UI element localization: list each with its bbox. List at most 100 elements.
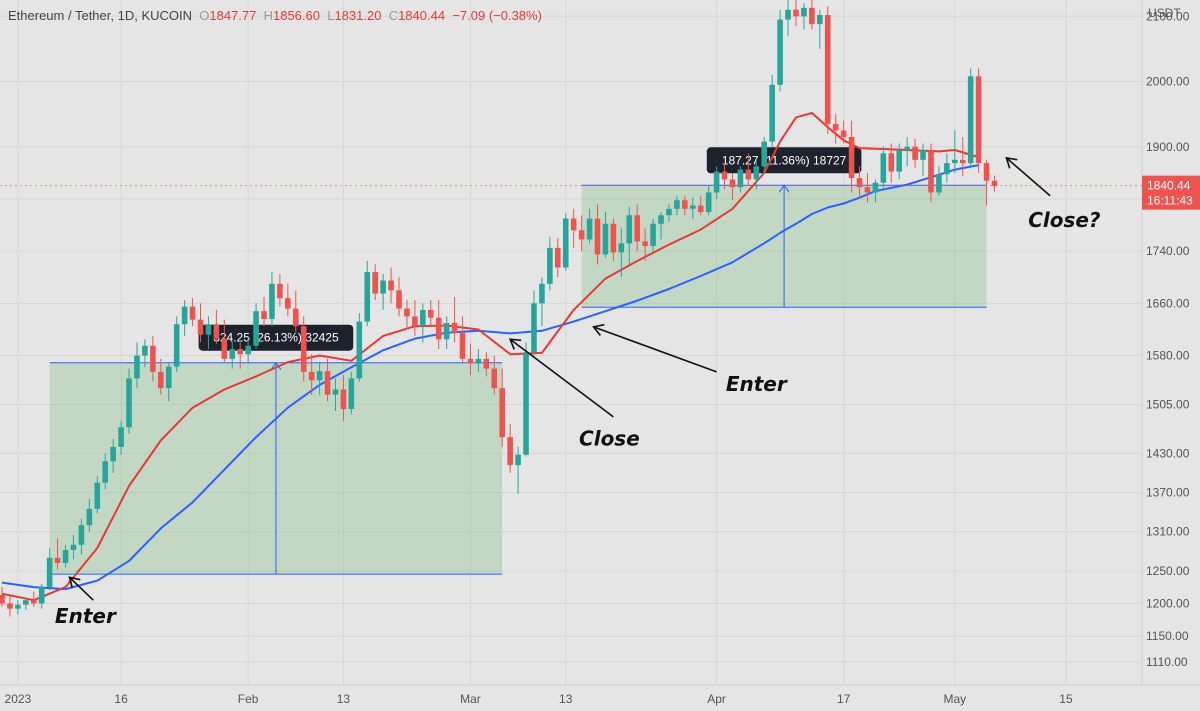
candle[interactable] <box>856 166 863 199</box>
candle[interactable] <box>539 277 545 327</box>
candle[interactable] <box>348 371 355 415</box>
candle[interactable] <box>824 6 831 134</box>
candle[interactable] <box>118 420 124 455</box>
price-range-box[interactable]: 187.27 (11.36%) 18727 <box>581 147 987 308</box>
candle[interactable] <box>134 342 140 389</box>
candle[interactable] <box>46 548 53 591</box>
candle[interactable] <box>952 130 958 173</box>
candle[interactable] <box>864 172 871 203</box>
candle[interactable] <box>269 272 275 327</box>
candle[interactable] <box>634 204 640 252</box>
candle[interactable] <box>404 300 410 330</box>
candle[interactable] <box>412 300 418 336</box>
candle[interactable] <box>165 362 172 402</box>
candle[interactable] <box>197 303 204 343</box>
candle[interactable] <box>142 339 148 368</box>
candle[interactable] <box>682 195 688 216</box>
candle[interactable] <box>54 538 61 570</box>
candle[interactable] <box>523 342 529 457</box>
candle[interactable] <box>459 316 466 363</box>
candle[interactable] <box>975 68 982 173</box>
candle[interactable] <box>475 349 482 372</box>
candle[interactable] <box>769 75 775 147</box>
candle[interactable] <box>801 3 807 30</box>
candle[interactable] <box>277 274 283 307</box>
candle[interactable] <box>832 114 839 144</box>
candle[interactable] <box>515 446 521 494</box>
candle[interactable] <box>848 120 855 193</box>
candle[interactable] <box>15 600 21 615</box>
candle[interactable] <box>324 358 331 402</box>
candle[interactable] <box>158 358 164 395</box>
candle[interactable] <box>221 319 228 363</box>
candle[interactable] <box>340 375 347 421</box>
candle[interactable] <box>213 309 220 344</box>
candle[interactable] <box>944 153 950 183</box>
candle[interactable] <box>173 316 180 372</box>
candle[interactable] <box>308 354 315 395</box>
candle[interactable] <box>443 316 450 350</box>
candle[interactable] <box>618 228 625 278</box>
candle[interactable] <box>809 0 815 30</box>
candles[interactable] <box>0 0 998 617</box>
candle[interactable] <box>777 9 783 92</box>
candle[interactable] <box>602 212 609 258</box>
candle[interactable] <box>729 172 736 201</box>
candle[interactable] <box>23 596 29 610</box>
candle[interactable] <box>920 143 926 177</box>
candle[interactable] <box>451 296 458 343</box>
candle[interactable] <box>483 352 490 377</box>
candle[interactable] <box>189 298 196 327</box>
candle[interactable] <box>110 439 116 473</box>
candle[interactable] <box>285 283 291 317</box>
time-axis[interactable]: 2023 16 Feb 13 Mar 13 Apr 17 May 15 <box>0 684 1200 711</box>
candle[interactable] <box>300 316 307 382</box>
candle[interactable] <box>689 197 696 219</box>
candle[interactable] <box>388 267 394 304</box>
candle[interactable] <box>880 146 887 190</box>
candle[interactable] <box>936 166 942 196</box>
candle[interactable] <box>785 0 791 36</box>
candle[interactable] <box>102 453 109 490</box>
candle[interactable] <box>420 303 426 343</box>
candle[interactable] <box>888 143 895 183</box>
symbol-title[interactable]: Ethereum / Tether, 1D, KUCOIN <box>8 8 192 23</box>
candle[interactable] <box>896 143 903 180</box>
candle[interactable] <box>356 313 363 382</box>
candle[interactable] <box>753 159 760 190</box>
candle[interactable] <box>78 518 85 555</box>
candle[interactable] <box>332 378 339 411</box>
candle[interactable] <box>928 143 934 203</box>
candle[interactable] <box>229 341 236 369</box>
candle[interactable] <box>658 212 664 240</box>
candle[interactable] <box>126 368 132 434</box>
candle[interactable] <box>396 277 402 317</box>
candle[interactable] <box>205 316 212 350</box>
candle[interactable] <box>70 534 77 560</box>
candle[interactable] <box>959 137 966 177</box>
candle[interactable] <box>86 499 93 532</box>
candle[interactable] <box>967 68 974 167</box>
candle[interactable] <box>292 290 299 333</box>
candle[interactable] <box>817 9 823 49</box>
candle[interactable] <box>380 274 386 310</box>
candle[interactable] <box>562 213 569 271</box>
candle[interactable] <box>697 195 704 216</box>
candle[interactable] <box>94 476 101 514</box>
candle[interactable] <box>737 166 744 193</box>
candle[interactable] <box>626 206 633 265</box>
candle[interactable] <box>62 544 69 568</box>
candle[interactable] <box>586 208 593 244</box>
candle[interactable] <box>872 179 879 203</box>
candle[interactable] <box>237 342 243 369</box>
candle[interactable] <box>570 208 577 248</box>
candle[interactable] <box>507 424 513 473</box>
candle[interactable] <box>261 296 267 327</box>
candle[interactable] <box>150 335 156 382</box>
candle[interactable] <box>705 185 712 216</box>
price-range-box[interactable]: 324.25 (26.13%) 32425 <box>49 324 503 575</box>
candle[interactable] <box>745 153 752 186</box>
candle[interactable] <box>666 204 672 222</box>
candle[interactable] <box>674 195 680 216</box>
